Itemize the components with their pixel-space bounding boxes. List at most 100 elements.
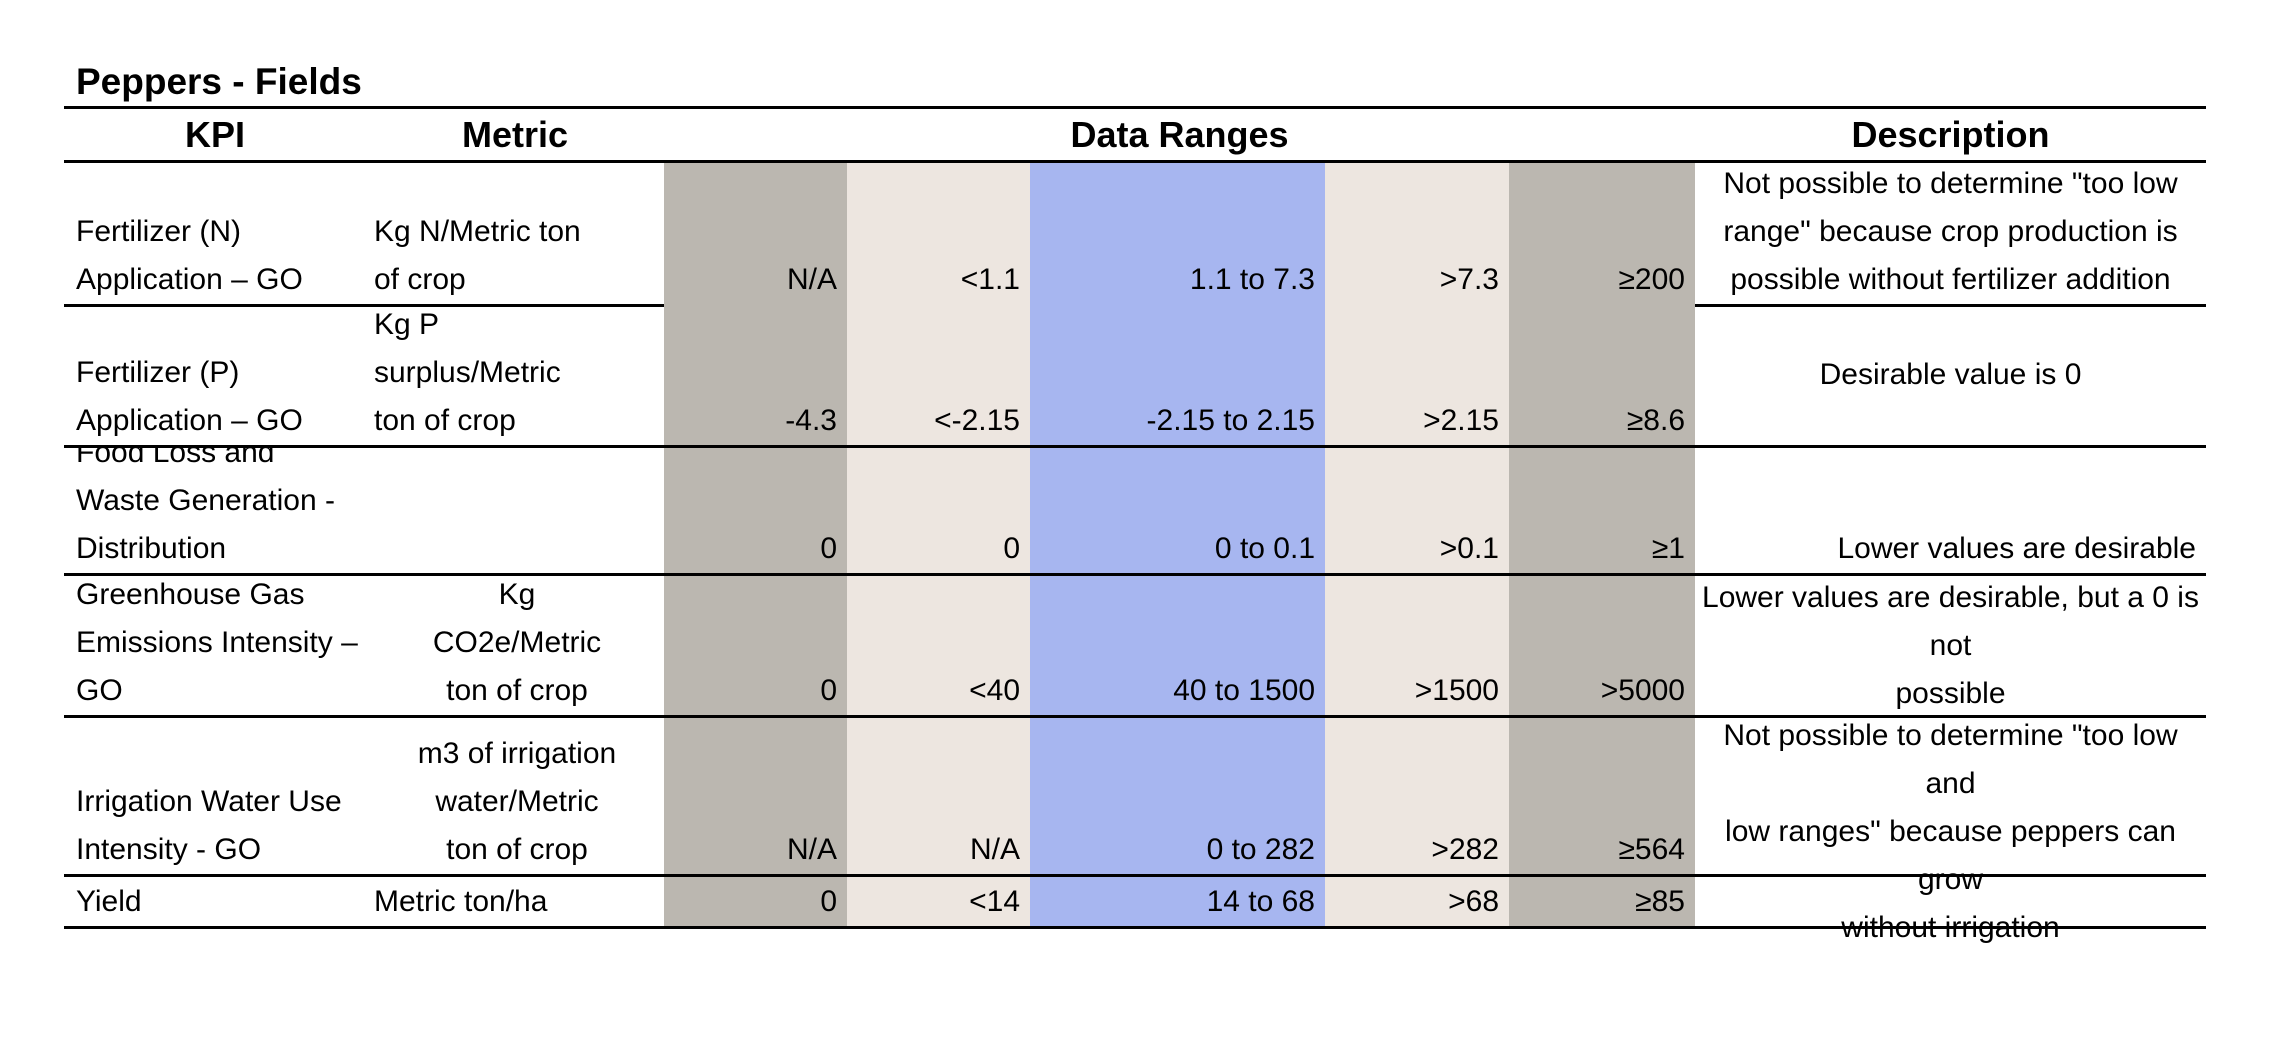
metric-unit: Kg N/Metric ton of crop [374, 208, 660, 304]
row-border [64, 715, 2206, 718]
range-high-value: >1500 [1414, 674, 1499, 707]
kpi-line: Fertilizer (N) [76, 215, 241, 248]
kpi-name: Food Loss and Waste Generation - Distribut… [76, 448, 362, 573]
description-cell: Lower values are desirable, but a 0 is n… [1695, 576, 2206, 715]
metric-line: Metric ton/ha [374, 885, 548, 918]
header-description: Description [1851, 114, 2050, 155]
row-border [64, 445, 2206, 448]
kpi-line: Yield [76, 885, 142, 918]
range-too-low-value: 0 [820, 674, 837, 707]
page-title: Peppers - Fields [76, 61, 362, 102]
metric-line: Kg [498, 578, 536, 611]
row-border [64, 926, 2206, 929]
range-high-cell: >282 [1325, 718, 1509, 874]
range-too-high-value: >5000 [1600, 674, 1685, 707]
metric-cell: Kg N/Metric ton of crop [366, 163, 664, 304]
metric-line: Kg P [374, 308, 440, 341]
range-too-high-cell: ≥564 [1509, 718, 1695, 874]
kpi-cell: Fertilizer (N) Application – GO [64, 163, 366, 304]
description-cell: Lower values are desirable [1695, 448, 2206, 573]
description-text: Lower values are desirable [1701, 525, 2196, 573]
table-row: Yield Metric ton/ha 0 <14 14 to 68 >68 ≥85 [64, 877, 2206, 926]
metric-line: ton of crop [446, 674, 588, 707]
description-cell [1695, 877, 2206, 926]
description-cell: Desirable value is 0 [1695, 304, 2206, 445]
metric-unit: m3 of irrigation water/Metric ton of crop [374, 730, 660, 874]
metric-line: ton of crop [446, 833, 588, 866]
description-text: Not possible to determine "too low range"… [1701, 160, 2200, 304]
kpi-cell: Food Loss and Waste Generation - Distribut… [64, 448, 366, 573]
kpi-line: Food Loss and [76, 448, 275, 469]
header-metric: Metric [461, 114, 569, 155]
range-too-low-cell: N/A [664, 163, 847, 304]
range-high-value: >0.1 [1439, 532, 1499, 565]
kpi-line: Greenhouse Gas [76, 578, 305, 611]
description-line: possible [1895, 676, 2006, 710]
range-low-value: <40 [969, 674, 1020, 707]
description-line: Not possible to determine "too low and [1723, 719, 2178, 800]
kpi-cell: Fertilizer (P) Application – GO [64, 304, 366, 445]
range-low-value: <14 [969, 885, 1020, 918]
range-too-high-cell: >5000 [1509, 576, 1695, 715]
range-high-cell: >0.1 [1325, 448, 1509, 573]
range-high-cell: >68 [1325, 877, 1509, 926]
range-desirable-value: -2.15 to 2.15 [1146, 404, 1315, 437]
metric-cell: Kg CO2e/Metric ton of crop [366, 576, 664, 715]
kpi-line: Application – GO [76, 263, 303, 296]
metric-line: ton of crop [374, 404, 516, 437]
range-too-high-cell: ≥1 [1509, 448, 1695, 573]
table-row: Fertilizer (N) Application – GO Kg N/Metri… [64, 163, 2206, 304]
table-top-border [64, 106, 2206, 109]
range-too-high-value: ≥1 [1651, 532, 1685, 565]
range-desirable-cell: 1.1 to 7.3 [1030, 163, 1325, 304]
metric-unit: Kg P surplus/Metric ton of crop [374, 304, 660, 445]
metric-cell: Metric ton/ha [366, 877, 664, 926]
metric-line: of crop [374, 263, 466, 296]
range-too-high-value: ≥564 [1618, 833, 1685, 866]
range-too-low-cell: 0 [664, 448, 847, 573]
metric-cell [366, 448, 664, 573]
range-desirable-cell: 40 to 1500 [1030, 576, 1325, 715]
kpi-cell: Greenhouse Gas Emissions Intensity – GO [64, 576, 366, 715]
description-line: Desirable value is 0 [1819, 357, 2082, 391]
range-too-high-cell: ≥200 [1509, 163, 1695, 304]
description-line: low ranges" because peppers can grow [1725, 815, 2176, 896]
range-too-low-value: 0 [820, 532, 837, 565]
range-low-value: <-2.15 [934, 404, 1020, 437]
kpi-line: Application – GO [76, 404, 303, 437]
range-low-value: <1.1 [960, 263, 1020, 296]
range-desirable-value: 0 to 282 [1206, 833, 1315, 866]
kpi-line: Irrigation Water Use [76, 785, 342, 818]
header-kpi: KPI [184, 114, 245, 155]
kpi-line: Emissions Intensity – [76, 626, 358, 659]
description-cell: Not possible to determine "too low and lo… [1695, 718, 2206, 944]
metric-cell: m3 of irrigation water/Metric ton of crop [366, 718, 664, 874]
range-desirable-cell: 0 to 282 [1030, 718, 1325, 874]
range-high-value: >7.3 [1439, 263, 1499, 296]
range-desirable-value: 0 to 0.1 [1214, 532, 1315, 565]
kpi-line: Fertilizer (P) [76, 356, 240, 389]
table-row: Fertilizer (P) Application – GO Kg P surplu… [64, 304, 2206, 445]
range-too-high-value: ≥8.6 [1626, 404, 1685, 437]
kpi-name: Greenhouse Gas Emissions Intensity – GO [76, 576, 362, 715]
header-data-ranges: Data Ranges [1070, 114, 1289, 155]
description-line: Lower values are desirable [1837, 532, 2196, 565]
metric-line: CO2e/Metric [432, 626, 602, 659]
kpi-line: GO [76, 674, 123, 707]
description-line: possible without fertilizer addition [1730, 263, 2171, 296]
range-desirable-value: 14 to 68 [1206, 885, 1315, 918]
range-low-cell: <-2.15 [847, 304, 1030, 445]
metric-line: water/Metric [435, 785, 599, 818]
metric-unit: Metric ton/ha [374, 878, 660, 926]
header-bottom-border [64, 160, 2206, 163]
description-text: Not possible to determine "too low and lo… [1701, 712, 2200, 952]
table-header-row: KPI Metric Data Ranges Description [64, 109, 2206, 160]
table-row: Food Loss and Waste Generation - Distribut… [64, 448, 2206, 573]
description-line: Lower values are desirable, but a 0 is n… [1702, 580, 2199, 662]
description-text: Desirable value is 0 [1701, 351, 2200, 399]
kpi-name: Yield [76, 878, 362, 926]
range-low-cell: 0 [847, 448, 1030, 573]
range-high-cell: >2.15 [1325, 304, 1509, 445]
range-high-value: >68 [1448, 885, 1499, 918]
kpi-name: Irrigation Water Use Intensity - GO [76, 778, 362, 874]
